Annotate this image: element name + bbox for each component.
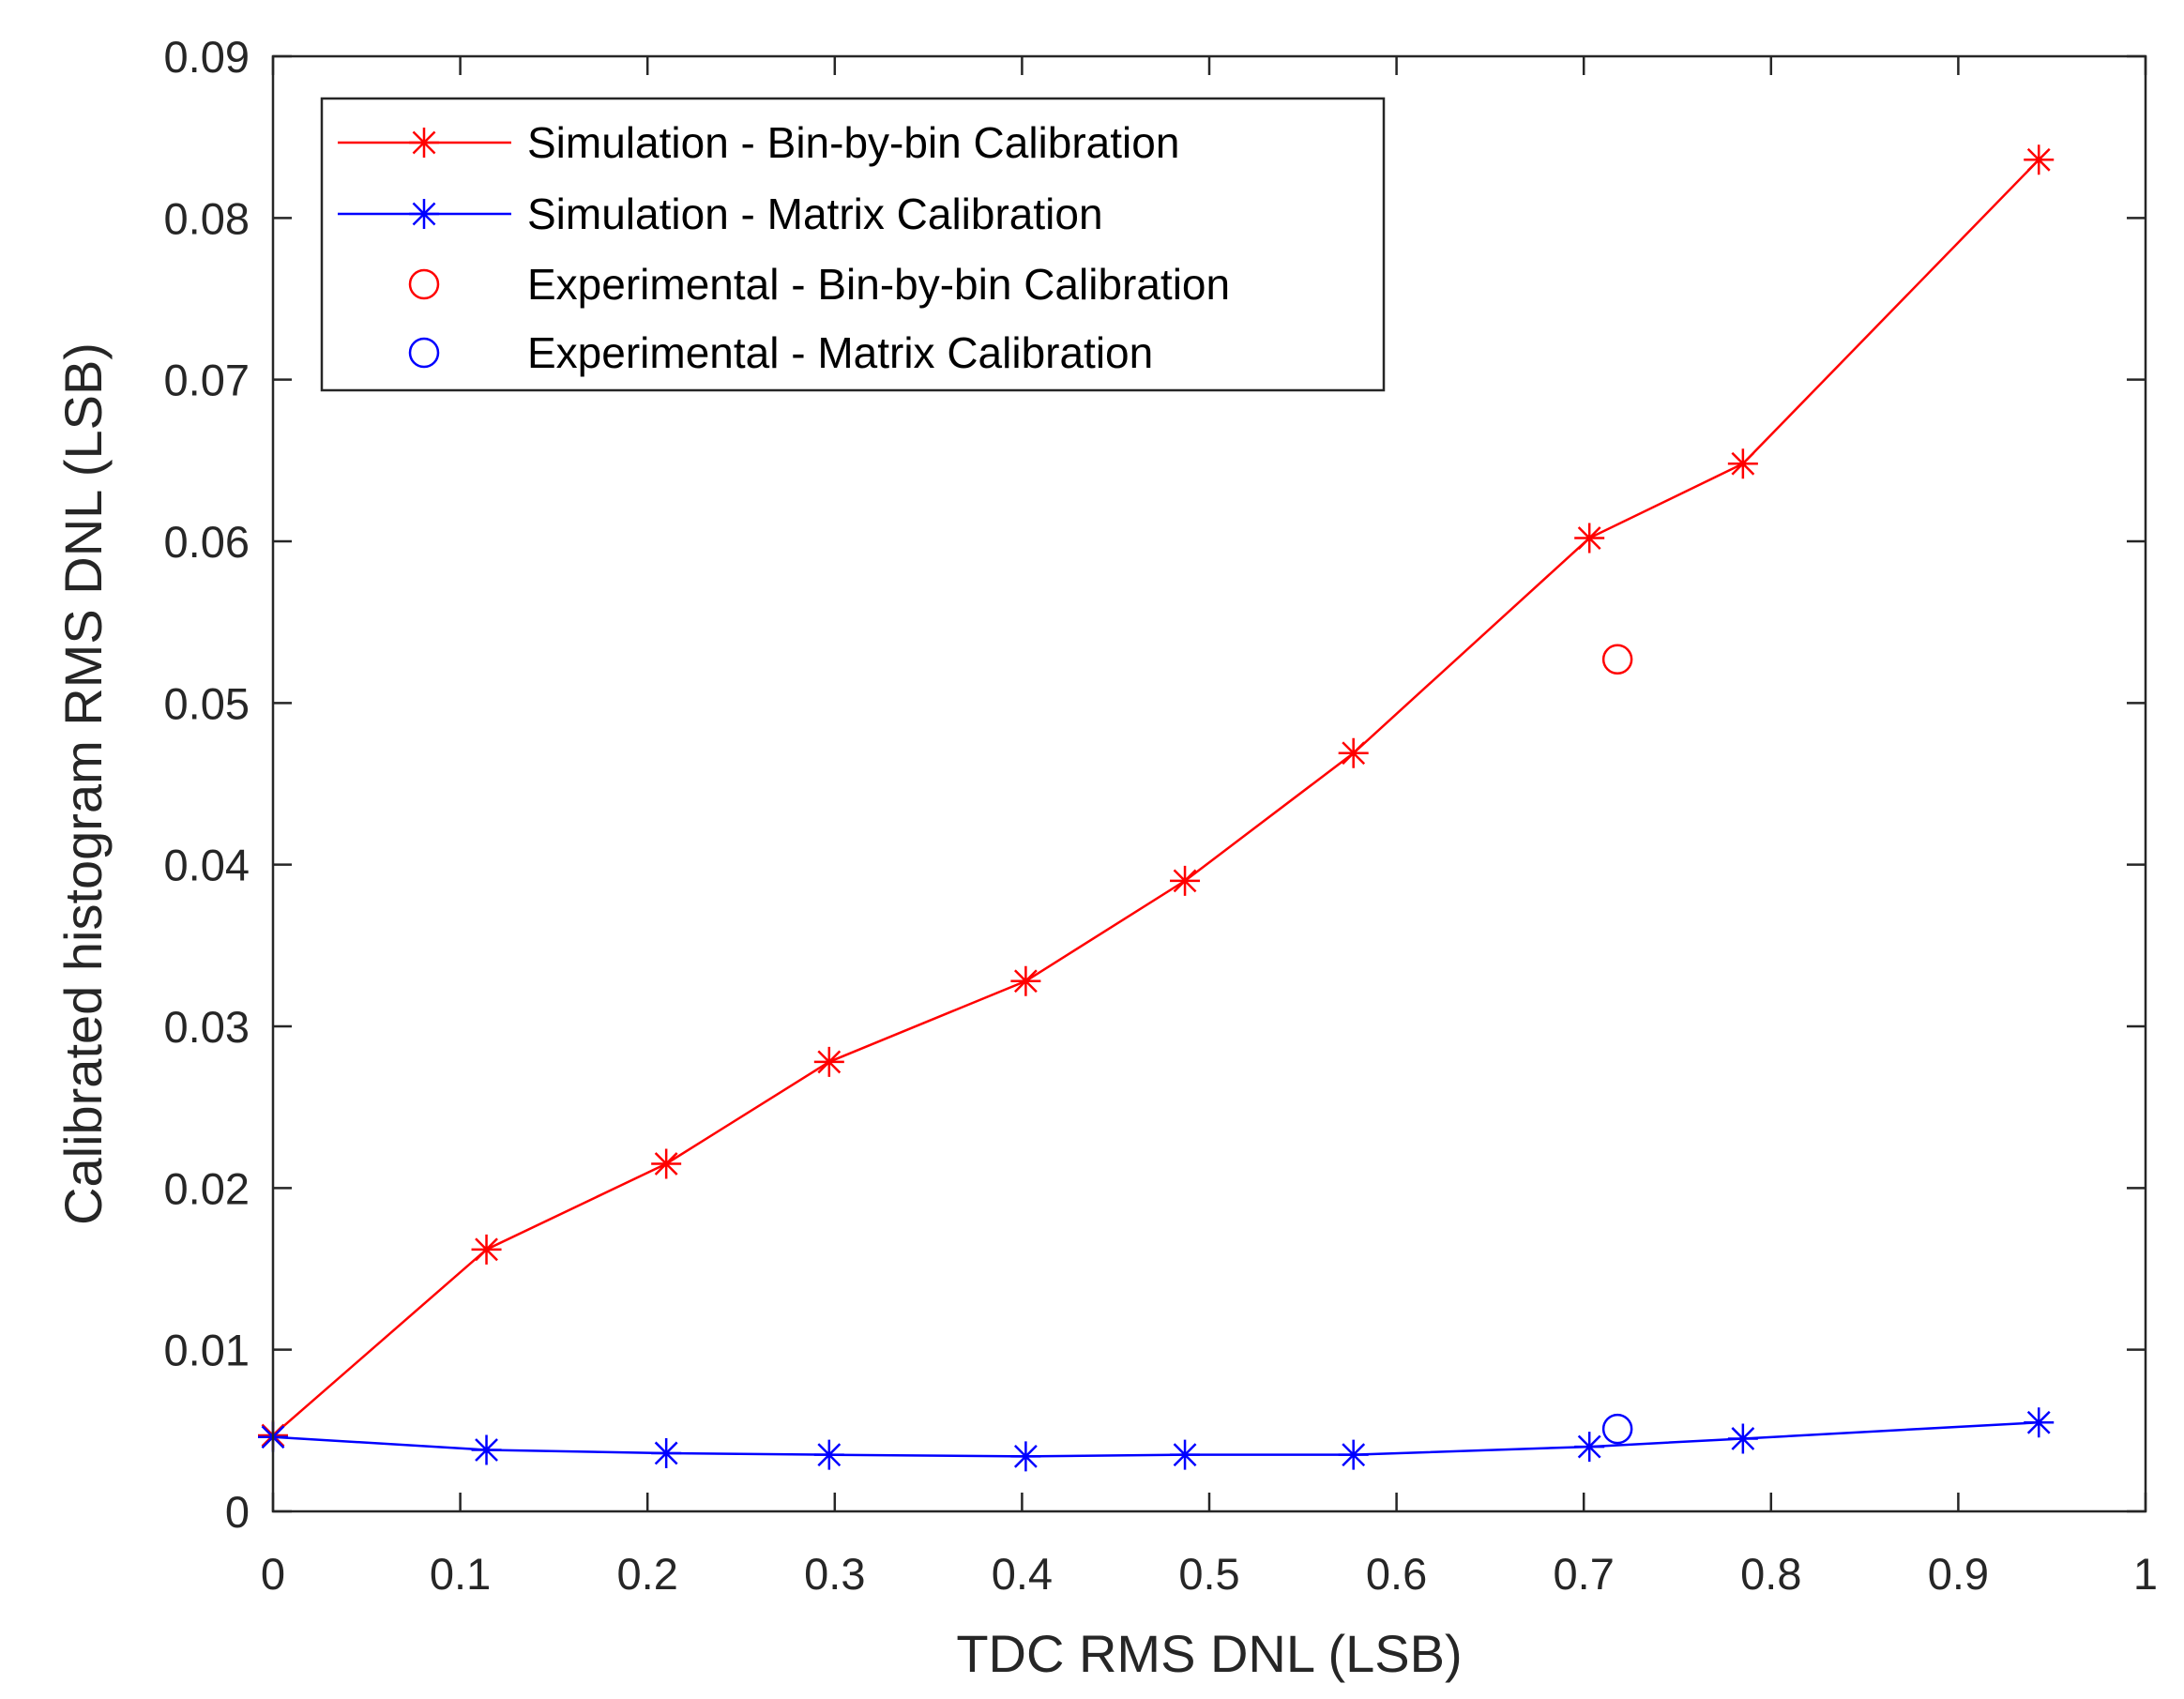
legend-marker bbox=[409, 199, 439, 229]
y-tick-label: 0.06 bbox=[164, 517, 250, 567]
x-tick-label: 0.6 bbox=[1366, 1549, 1427, 1599]
legend-entry: Experimental - Matrix Calibration bbox=[408, 328, 1153, 377]
data-point bbox=[2024, 1407, 2055, 1438]
data-point bbox=[1574, 523, 1605, 554]
x-tick-label: 0.3 bbox=[804, 1549, 865, 1599]
x-tick-label: 0.4 bbox=[992, 1549, 1053, 1599]
data-point bbox=[1727, 1423, 1758, 1454]
x-axis-title: TDC RMS DNL (LSB) bbox=[956, 1624, 1462, 1683]
series-line bbox=[272, 1420, 2040, 1458]
y-tick-label: 0.04 bbox=[164, 841, 250, 890]
data-point bbox=[1010, 965, 1041, 996]
series-1 bbox=[258, 144, 2055, 1450]
data-point bbox=[1338, 1439, 1369, 1470]
data-point bbox=[1601, 644, 1633, 675]
tick-layer: 0 0.1 0.2 0.3 0.4 0.5 0.6 0.7 0.8 0.9 1 0 0.01 0.02 0.… bbox=[164, 32, 2159, 1599]
y-tick-label: 0 bbox=[225, 1487, 250, 1537]
legend-entries: Simulation - Bin-by-bin Calibration Simul… bbox=[338, 118, 1230, 377]
x-tick-label: 0 bbox=[261, 1549, 285, 1599]
y-tick-label: 0.05 bbox=[164, 678, 250, 728]
x-tick-label: 0.7 bbox=[1554, 1549, 1615, 1599]
y-tick-label: 0.07 bbox=[164, 356, 250, 405]
data-point bbox=[1170, 1439, 1201, 1470]
legend: Simulation - Bin-by-bin Calibration Simul… bbox=[320, 97, 1386, 392]
x-tick-label: 0.5 bbox=[1178, 1549, 1239, 1599]
legend-box bbox=[320, 97, 1386, 392]
legend-label: Experimental - Bin-by-bin Calibration bbox=[527, 260, 1230, 309]
y-tick-label: 0.01 bbox=[164, 1326, 250, 1375]
data-point bbox=[651, 1437, 682, 1468]
data-point bbox=[1338, 737, 1369, 768]
legend-entry: Simulation - Bin-by-bin Calibration bbox=[338, 118, 1179, 167]
x-tick-label: 0.8 bbox=[1740, 1549, 1801, 1599]
y-tick-label: 0.09 bbox=[164, 32, 250, 82]
legend-marker bbox=[408, 268, 440, 300]
legend-entry: Simulation - Matrix Calibration bbox=[338, 190, 1103, 238]
legend-label: Experimental - Matrix Calibration bbox=[527, 328, 1153, 377]
data-point bbox=[471, 1434, 502, 1465]
x-tick-label: 0.1 bbox=[430, 1549, 491, 1599]
data-point bbox=[813, 1439, 844, 1470]
series-3 bbox=[1601, 644, 1633, 675]
series-4 bbox=[1601, 1413, 1633, 1445]
legend-label: Simulation - Matrix Calibration bbox=[527, 190, 1103, 238]
series-layer bbox=[258, 144, 2055, 1472]
data-point bbox=[1727, 448, 1758, 479]
data-point bbox=[2024, 144, 2055, 175]
data-point bbox=[471, 1234, 502, 1265]
x-tick-label: 1 bbox=[2133, 1549, 2158, 1599]
x-tick-label: 0.9 bbox=[1928, 1549, 1989, 1599]
data-point bbox=[1170, 865, 1201, 896]
y-tick-label: 0.08 bbox=[164, 193, 250, 243]
y-tick-label: 0.03 bbox=[164, 1002, 250, 1052]
legend-marker bbox=[408, 337, 440, 369]
data-point bbox=[813, 1046, 844, 1077]
y-tick-label: 0.02 bbox=[164, 1163, 250, 1213]
legend-label: Simulation - Bin-by-bin Calibration bbox=[527, 118, 1179, 167]
legend-marker bbox=[409, 128, 439, 158]
data-point bbox=[1601, 1413, 1633, 1445]
data-point bbox=[1574, 1432, 1605, 1463]
x-tick-label: 0.2 bbox=[617, 1549, 678, 1599]
data-point bbox=[651, 1148, 682, 1179]
y-axis-title: Calibrated histogram RMS DNL (LSB) bbox=[53, 342, 113, 1225]
series-line bbox=[272, 159, 2040, 1436]
data-point bbox=[1010, 1441, 1041, 1472]
legend-entry: Experimental - Bin-by-bin Calibration bbox=[408, 260, 1230, 309]
